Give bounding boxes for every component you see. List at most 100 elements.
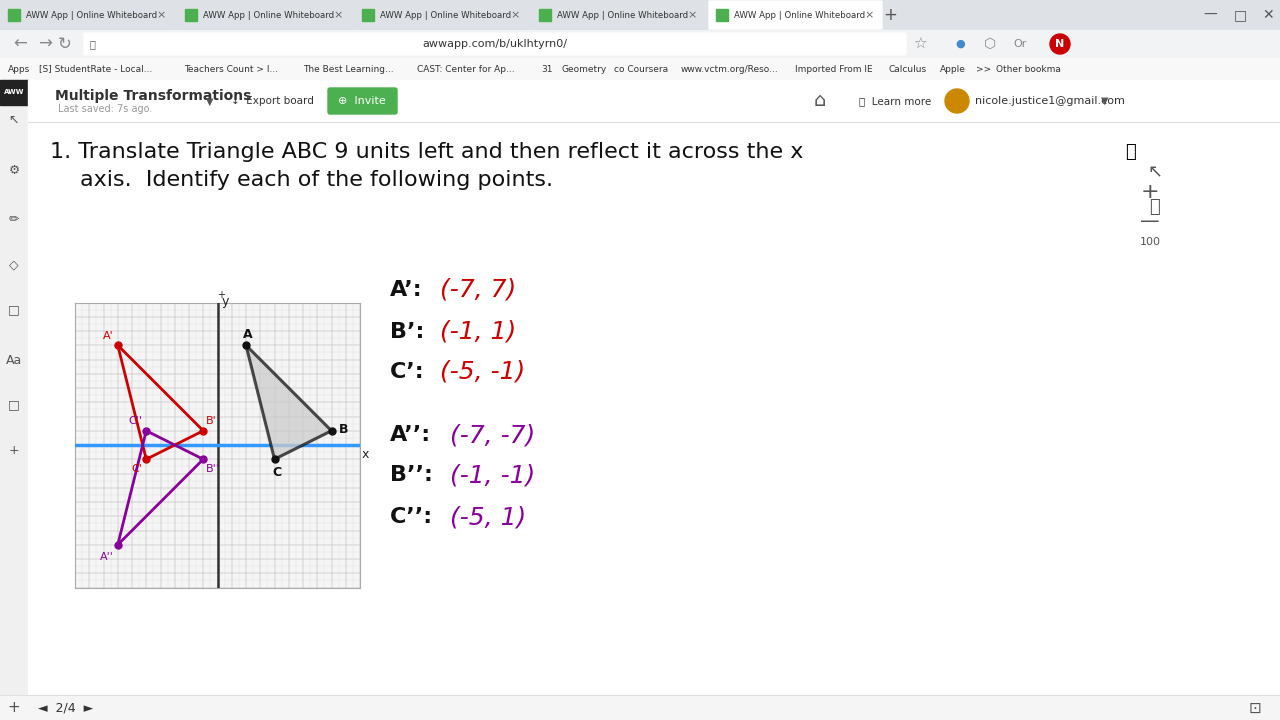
Text: ×: × xyxy=(156,10,165,20)
Text: 1. Translate Triangle ABC 9 units left and then reflect it across the x: 1. Translate Triangle ABC 9 units left a… xyxy=(50,142,804,162)
Polygon shape xyxy=(246,346,332,459)
Text: B': B' xyxy=(206,416,216,426)
Text: ↻: ↻ xyxy=(58,35,72,53)
Text: B'': B'' xyxy=(206,464,220,474)
Text: ✋: ✋ xyxy=(1149,198,1161,216)
Text: —: — xyxy=(1140,212,1160,232)
Text: nicole.justice1@gmail.com: nicole.justice1@gmail.com xyxy=(975,96,1125,106)
Text: B: B xyxy=(339,423,348,436)
Text: ×: × xyxy=(864,10,874,20)
Text: awwapp.com/b/uklhtyrn0/: awwapp.com/b/uklhtyrn0/ xyxy=(422,39,567,49)
Text: ⓘ  Learn more: ⓘ Learn more xyxy=(859,96,931,106)
Text: +: + xyxy=(883,6,897,24)
Text: Aa: Aa xyxy=(6,354,22,366)
Text: 🔒: 🔒 xyxy=(90,39,96,49)
Text: ↓  Export board: ↓ Export board xyxy=(230,96,314,106)
FancyBboxPatch shape xyxy=(709,1,882,29)
Bar xyxy=(186,9,197,21)
FancyBboxPatch shape xyxy=(328,88,397,114)
FancyBboxPatch shape xyxy=(84,33,906,55)
Text: AWW App | Online Whiteboard: AWW App | Online Whiteboard xyxy=(733,11,865,19)
Text: AWW App | Online Whiteboard: AWW App | Online Whiteboard xyxy=(204,11,334,19)
Text: ⊕  Invite: ⊕ Invite xyxy=(338,96,385,106)
Text: C'': C'' xyxy=(128,416,142,426)
Bar xyxy=(0,30,1280,58)
Text: N: N xyxy=(1056,39,1065,49)
Circle shape xyxy=(1050,34,1070,54)
Text: Teachers Count > I...: Teachers Count > I... xyxy=(184,65,278,73)
Text: Apps: Apps xyxy=(8,65,31,73)
Text: —: — xyxy=(1203,8,1217,22)
Text: Multiple Transformations: Multiple Transformations xyxy=(55,89,251,103)
Text: ↖: ↖ xyxy=(1147,163,1162,181)
Text: C': C' xyxy=(131,464,142,474)
Text: AWW App | Online Whiteboard: AWW App | Online Whiteboard xyxy=(26,11,157,19)
Text: +: + xyxy=(218,290,225,300)
Bar xyxy=(8,9,20,21)
Text: Calculus: Calculus xyxy=(888,65,927,73)
Text: →: → xyxy=(38,35,52,53)
FancyBboxPatch shape xyxy=(532,1,705,29)
FancyBboxPatch shape xyxy=(355,1,529,29)
Text: ×: × xyxy=(333,10,343,20)
Text: axis.  Identify each of the following points.: axis. Identify each of the following poi… xyxy=(79,170,553,190)
Text: x: x xyxy=(361,449,369,462)
Text: C’:: C’: xyxy=(390,362,425,382)
Text: A': A' xyxy=(102,331,114,341)
Text: AWW App | Online Whiteboard: AWW App | Online Whiteboard xyxy=(557,11,689,19)
Text: ↖: ↖ xyxy=(9,114,19,127)
Text: ✏: ✏ xyxy=(9,214,19,227)
Text: ←: ← xyxy=(13,35,27,53)
Text: (-5, 1): (-5, 1) xyxy=(451,505,526,529)
Bar xyxy=(362,9,374,21)
Text: +: + xyxy=(1140,182,1160,202)
Text: (-5, -1): (-5, -1) xyxy=(440,360,525,384)
Text: B’:: B’: xyxy=(390,322,425,342)
Text: AWW: AWW xyxy=(4,89,24,95)
FancyBboxPatch shape xyxy=(178,1,351,29)
Text: ⊡: ⊡ xyxy=(1248,701,1261,716)
Text: ◄  2/4  ►: ◄ 2/4 ► xyxy=(38,701,93,714)
Text: B’’:: B’’: xyxy=(390,465,433,485)
Text: C’’:: C’’: xyxy=(390,507,433,527)
Text: ×: × xyxy=(511,10,520,20)
Text: ☆: ☆ xyxy=(913,37,927,52)
Text: The Best Learning...: The Best Learning... xyxy=(303,65,394,73)
Text: 31: 31 xyxy=(541,65,553,73)
Text: Imported From IE: Imported From IE xyxy=(795,65,873,73)
Text: (-1, 1): (-1, 1) xyxy=(440,320,516,344)
FancyBboxPatch shape xyxy=(224,89,321,113)
Text: Or: Or xyxy=(1014,39,1027,49)
Bar xyxy=(0,80,28,720)
FancyBboxPatch shape xyxy=(849,89,941,113)
Text: ▼: ▼ xyxy=(206,97,214,107)
Text: AWW App | Online Whiteboard: AWW App | Online Whiteboard xyxy=(380,11,511,19)
Bar xyxy=(539,9,550,21)
Text: ●: ● xyxy=(955,39,965,49)
Text: C: C xyxy=(273,467,282,480)
Text: >>: >> xyxy=(975,65,991,73)
Text: ⌂: ⌂ xyxy=(814,91,826,110)
Text: ✕: ✕ xyxy=(1262,8,1274,22)
Circle shape xyxy=(945,89,969,113)
Text: ▼: ▼ xyxy=(1101,96,1108,106)
Text: 100: 100 xyxy=(1139,237,1161,247)
Text: A: A xyxy=(243,328,252,341)
Text: A’’:: A’’: xyxy=(390,425,431,445)
Bar xyxy=(0,695,1280,720)
Bar xyxy=(0,58,1280,80)
Text: A’:: A’: xyxy=(390,280,422,300)
Text: (-7, 7): (-7, 7) xyxy=(440,278,516,302)
Bar xyxy=(0,0,1280,30)
Text: ⚙: ⚙ xyxy=(9,163,19,176)
Bar xyxy=(0,80,28,105)
Text: A'': A'' xyxy=(100,552,114,562)
Text: □: □ xyxy=(1234,8,1247,22)
Text: Apple: Apple xyxy=(940,65,965,73)
Text: □: □ xyxy=(8,304,20,317)
Text: +: + xyxy=(9,444,19,456)
Text: (-7, -7): (-7, -7) xyxy=(451,423,535,447)
Text: Geometry: Geometry xyxy=(562,65,607,73)
Text: +: + xyxy=(8,701,20,716)
FancyBboxPatch shape xyxy=(1,1,174,29)
